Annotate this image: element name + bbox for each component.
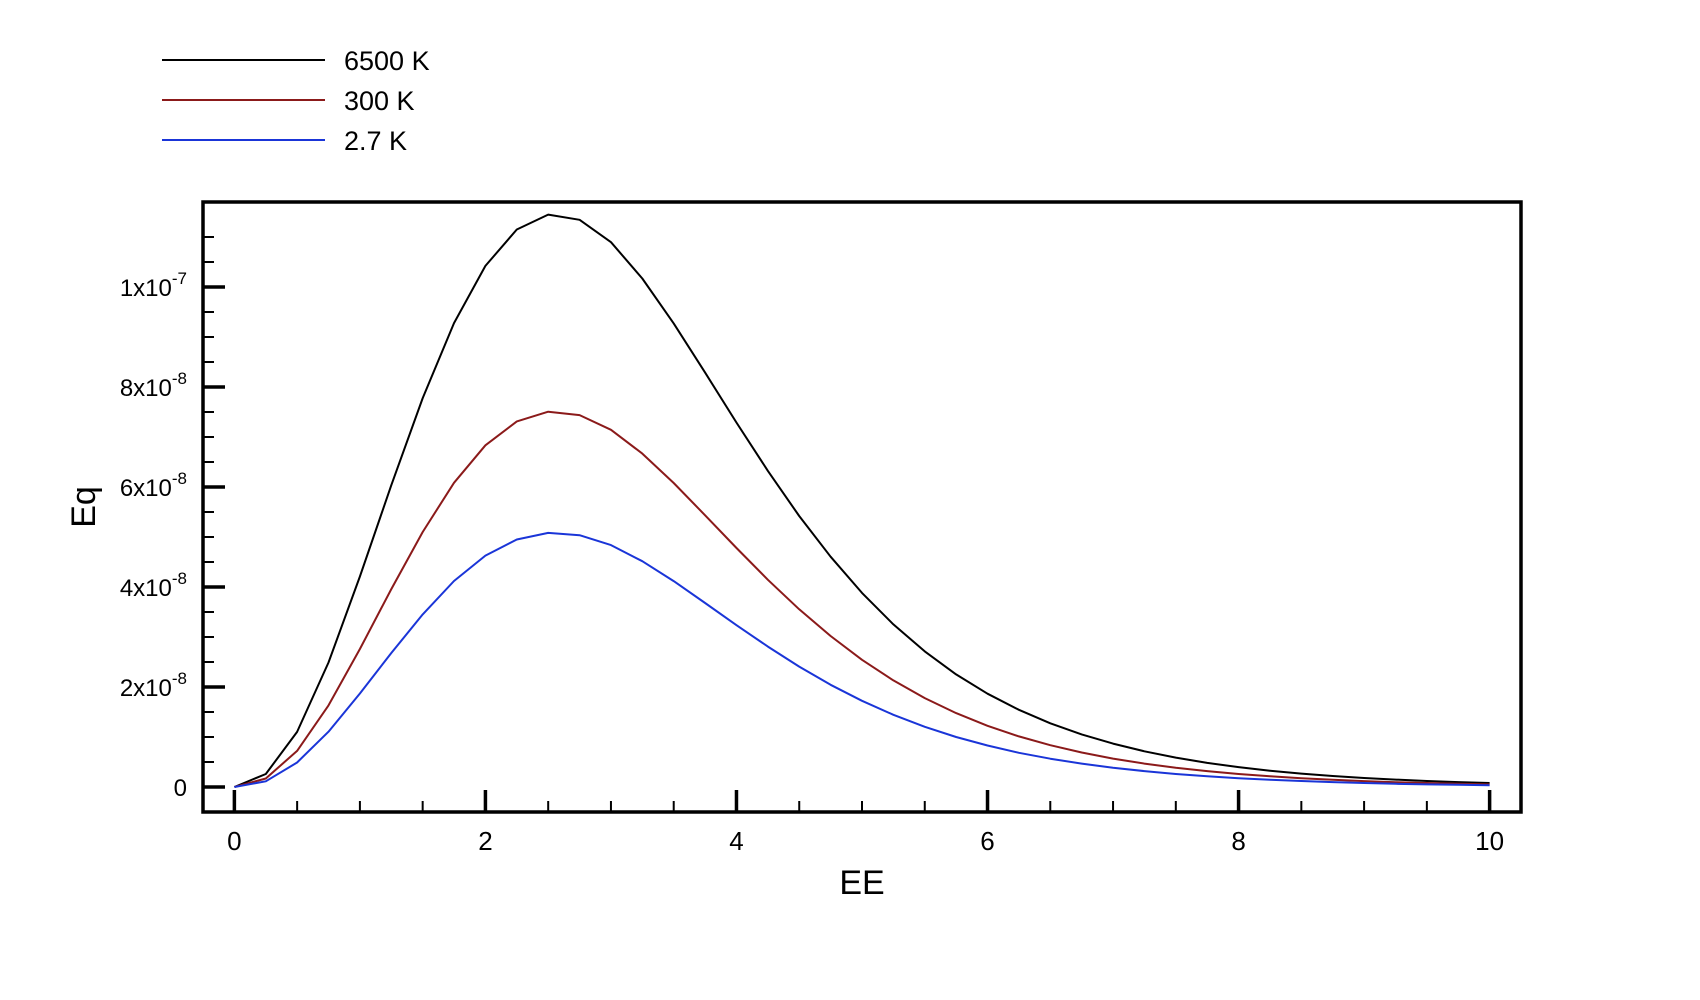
legend-label: 300 K bbox=[344, 86, 415, 116]
y-axis: 0 2x10-8 4x10-8 6x10-8 8x10-8 1x10-7 bbox=[120, 236, 225, 802]
series-line-1 bbox=[234, 410, 1490, 788]
y-tick-label: 4x10-8 bbox=[120, 569, 187, 602]
x-tick-label: 0 bbox=[227, 826, 241, 856]
series-line-0 bbox=[234, 213, 1490, 788]
plot-frame bbox=[201, 200, 1523, 814]
x-tick-label: 4 bbox=[729, 826, 743, 856]
x-tick-label: 2 bbox=[478, 826, 492, 856]
series-line-2 bbox=[234, 531, 1490, 788]
y-tick-label: 0 bbox=[174, 775, 187, 802]
legend-label: 2.7 K bbox=[344, 126, 407, 156]
x-tick-label: 8 bbox=[1231, 826, 1245, 856]
y-tick-label: 1x10-7 bbox=[120, 269, 187, 302]
series-layer bbox=[234, 213, 1490, 788]
legend: 6500 K 300 K 2.7 K bbox=[162, 46, 430, 156]
y-tick-label: 8x10-8 bbox=[120, 369, 187, 402]
x-tick-label: 10 bbox=[1475, 826, 1504, 856]
y-tick-label: 2x10-8 bbox=[120, 669, 187, 702]
x-tick-label: 6 bbox=[980, 826, 994, 856]
x-axis-label: EE bbox=[839, 864, 884, 902]
x-axis: 0 2 4 6 8 10 bbox=[227, 790, 1504, 856]
y-axis-label: Eq bbox=[65, 486, 103, 528]
legend-label: 6500 K bbox=[344, 46, 430, 76]
y-tick-label: 6x10-8 bbox=[120, 469, 187, 502]
